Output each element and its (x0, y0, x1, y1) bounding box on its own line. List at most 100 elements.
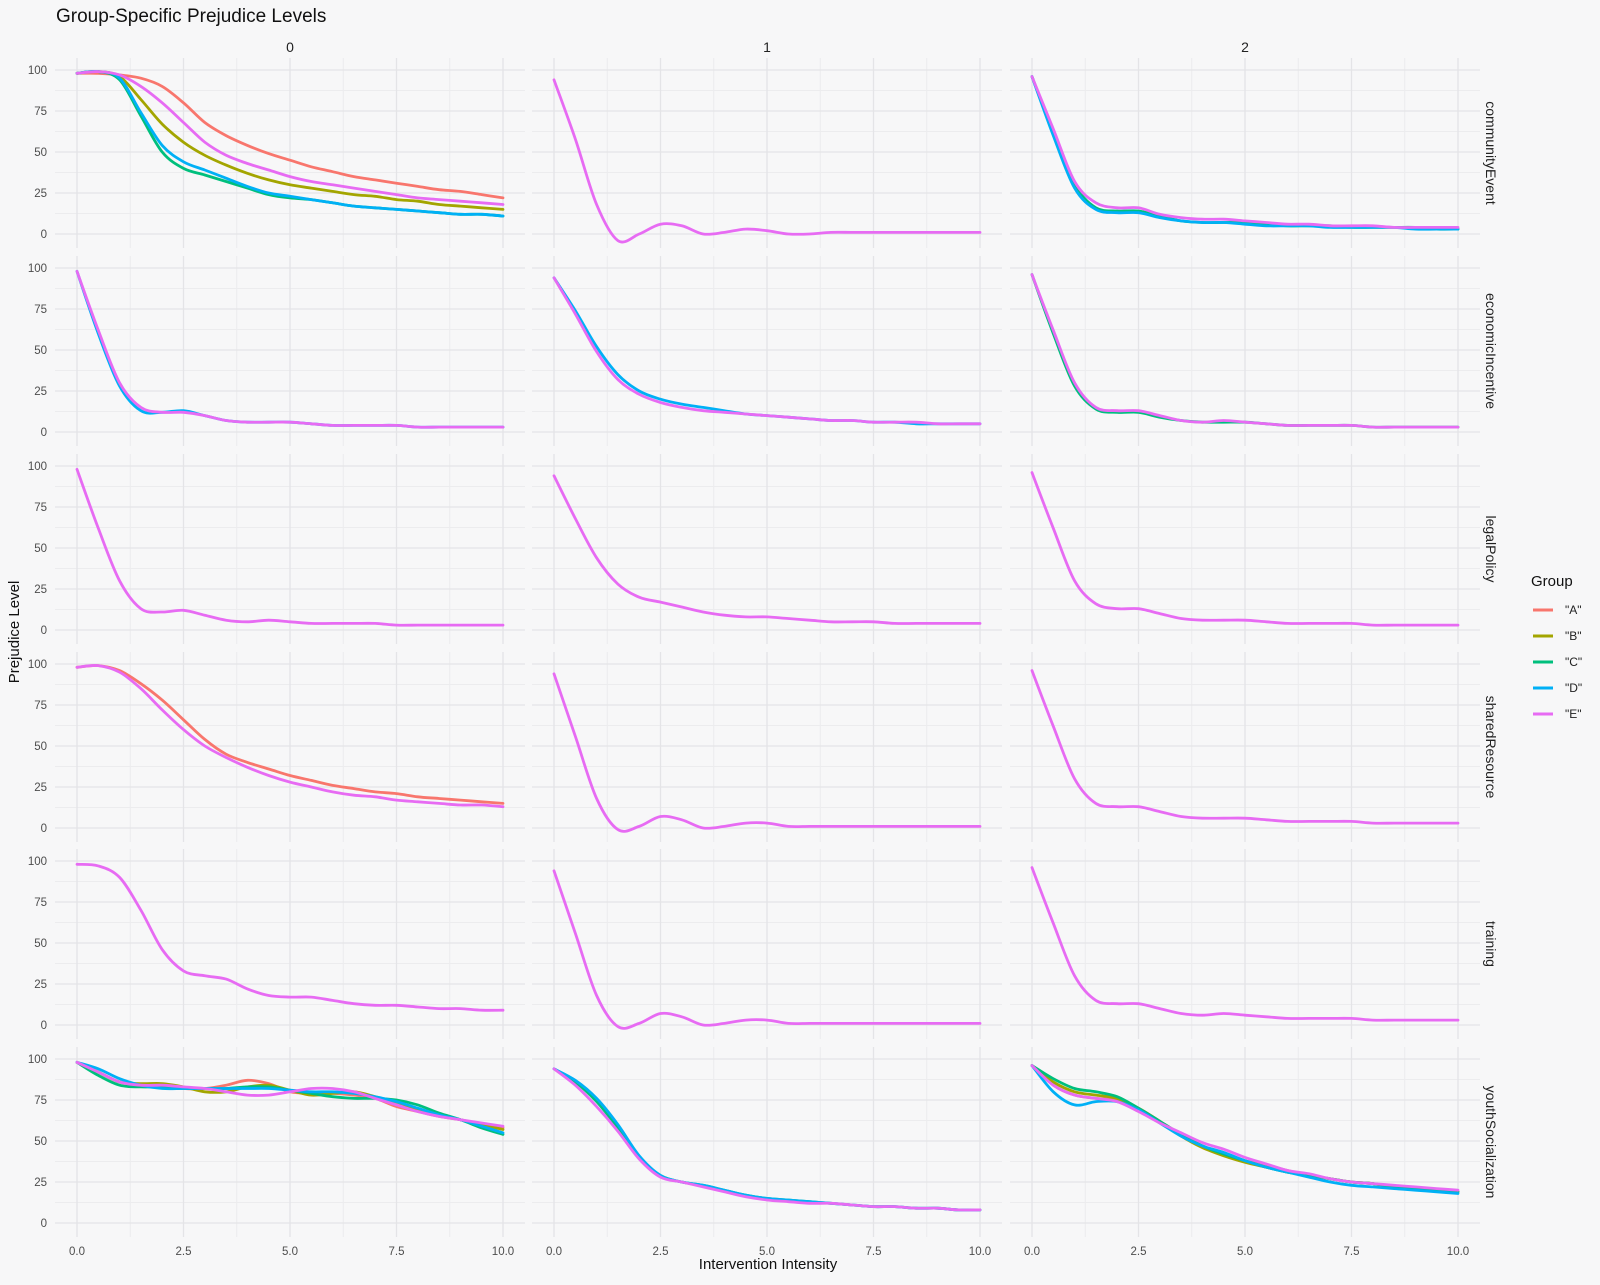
facet-row-label: sharedResource (1483, 696, 1499, 799)
y-tick-label: 25 (34, 979, 47, 991)
y-tick-label: 75 (34, 304, 47, 316)
y-tick-label: 0 (41, 823, 47, 835)
y-tick-label: 75 (34, 1095, 47, 1107)
y-tick-label: 50 (34, 345, 47, 357)
facet-panel: 0 25 50 75 100 0.0 2.5 5.0 7.5 10.0 (28, 1047, 525, 1258)
legend-label: "A" (1565, 603, 1582, 617)
legend-title: Group (1531, 573, 1573, 590)
series-line (552, 474, 982, 625)
legend-label: "B" (1565, 629, 1582, 643)
y-tick-label: 100 (28, 65, 47, 77)
x-tick-label: 2.5 (653, 1246, 669, 1258)
x-tick-label: 2.5 (1131, 1246, 1147, 1258)
x-tick-label: 0.0 (69, 1246, 85, 1258)
facet-panel: 0 25 50 75 100 (28, 849, 525, 1039)
facet-panel (1010, 652, 1480, 842)
x-tick-label: 0.0 (546, 1246, 562, 1258)
y-tick-label: 75 (34, 502, 47, 514)
series-line (1030, 1064, 1460, 1192)
x-tick-label: 10.0 (1447, 1246, 1469, 1258)
y-tick-label: 0 (41, 1020, 47, 1032)
y-axis-title: Prejudice Level (6, 581, 23, 684)
series-line (75, 862, 505, 1012)
x-tick-label: 5.0 (282, 1246, 298, 1258)
facet-panel: 0 25 50 75 100 (28, 256, 525, 446)
y-tick-label: 100 (28, 263, 47, 275)
series-line (75, 71, 505, 200)
panels: 0 1 2 communityEvent economicIncentive legalP… (28, 39, 1499, 1258)
facet-panel (532, 256, 1002, 446)
x-tick-label: 5.0 (1237, 1246, 1253, 1258)
facet-panel (532, 454, 1002, 644)
y-tick-label: 25 (34, 1177, 47, 1189)
facet-panel: 0 25 50 75 100 (28, 652, 525, 842)
facet-panel: 0 25 50 75 100 (28, 58, 525, 248)
y-tick-label: 25 (34, 782, 47, 794)
y-tick-label: 75 (34, 897, 47, 909)
y-tick-label: 50 (34, 741, 47, 753)
facet-row-label: economicIncentive (1483, 293, 1499, 409)
y-tick-label: 25 (34, 386, 47, 398)
legend-label: "E" (1565, 707, 1582, 721)
y-tick-label: 25 (34, 188, 47, 200)
series-line (75, 664, 505, 809)
y-tick-label: 100 (28, 1054, 47, 1066)
y-tick-label: 50 (34, 147, 47, 159)
series-line (1030, 669, 1460, 825)
x-tick-label: 2.5 (176, 1246, 192, 1258)
facet-panel (532, 849, 1002, 1039)
series-line (75, 467, 505, 627)
y-tick-label: 25 (34, 584, 47, 596)
series-line (1030, 471, 1460, 627)
x-tick-label: 7.5 (389, 1246, 405, 1258)
series-line (552, 869, 982, 1030)
series-line (75, 70, 505, 206)
y-tick-label: 100 (28, 461, 47, 473)
x-tick-label: 10.0 (492, 1246, 514, 1258)
series-line (75, 269, 505, 429)
x-tick-label: 0.0 (1024, 1246, 1040, 1258)
series-line (75, 664, 505, 805)
facet-panel (1010, 256, 1480, 446)
facet-panel (1010, 849, 1480, 1039)
x-tick-label: 10.0 (969, 1246, 991, 1258)
series-line (1030, 1064, 1460, 1195)
facet-panel: 0 25 50 75 100 (28, 454, 525, 644)
y-tick-label: 100 (28, 856, 47, 868)
facet-panel (532, 58, 1002, 248)
series-line (552, 1067, 982, 1212)
y-tick-label: 0 (41, 625, 47, 637)
facet-panel (1010, 454, 1480, 644)
x-tick-label: 7.5 (866, 1246, 882, 1258)
facet-panel (532, 652, 1002, 842)
series-line (75, 70, 505, 211)
y-tick-label: 0 (41, 229, 47, 241)
series-line (552, 276, 982, 426)
facet-column-label: 2 (1241, 39, 1249, 55)
legend-entries: "A" "B" "C" "D" "E" (1533, 603, 1582, 721)
facet-panel: 0.0 2.5 5.0 7.5 10.0 (1010, 1047, 1480, 1258)
facet-panel (1010, 58, 1480, 248)
x-tick-label: 5.0 (759, 1246, 775, 1258)
facet-row-label: training (1483, 921, 1499, 967)
y-tick-label: 0 (41, 1218, 47, 1230)
facet-column-label: 1 (763, 39, 771, 55)
facet-row-label: communityEvent (1483, 101, 1499, 205)
legend: Group "A" "B" "C" "D" "E" (1531, 573, 1582, 721)
series-line (75, 1060, 505, 1128)
y-tick-label: 100 (28, 659, 47, 671)
series-line (1030, 866, 1460, 1022)
y-tick-label: 50 (34, 938, 47, 950)
y-tick-label: 75 (34, 700, 47, 712)
legend-label: "D" (1565, 681, 1582, 695)
y-tick-label: 50 (34, 543, 47, 555)
chart-title: Group-Specific Prejudice Levels (56, 6, 326, 27)
series-line (552, 78, 982, 244)
facet-row-label: legalPolicy (1483, 516, 1499, 583)
series-line (1030, 273, 1460, 429)
legend-label: "C" (1565, 655, 1582, 669)
y-tick-label: 75 (34, 106, 47, 118)
facet-row-label: youthSocialization (1483, 1086, 1499, 1199)
